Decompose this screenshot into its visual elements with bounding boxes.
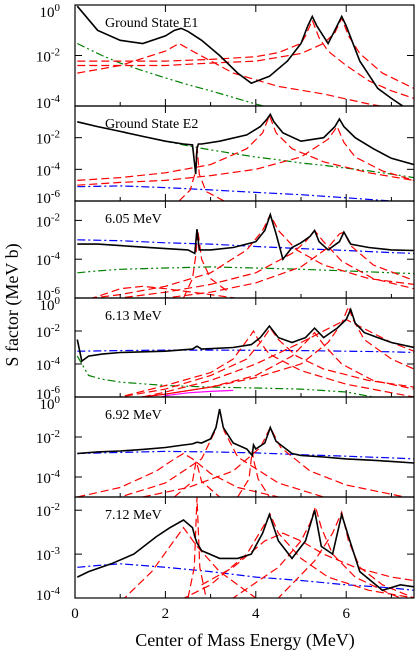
series-line-components <box>77 42 385 106</box>
series-line-components <box>113 327 414 397</box>
series-line-components <box>178 145 228 201</box>
series-line-components <box>90 285 239 298</box>
y-tick-label: 10-2 <box>36 428 60 447</box>
series-line-components <box>77 125 414 186</box>
series-line-direct <box>77 349 414 354</box>
series-line-nonresonant <box>77 266 414 275</box>
panel-label: 6.05 MeV <box>105 212 162 227</box>
panel: 10-2 10-4 10-6 Ground State E2 <box>36 105 415 207</box>
series-line-components <box>183 513 414 598</box>
series-line-total <box>77 408 414 464</box>
panel: 10-210-410-66.05 MeV <box>36 200 415 304</box>
panel: 10-2 10-3 10-4 7.12 MeV <box>36 496 415 604</box>
y-tick-label: 100 <box>40 2 61 21</box>
series-line-components <box>77 452 283 497</box>
panel-label: Ground State E2 <box>105 117 198 132</box>
y-tick-label: 10-2 <box>36 322 60 341</box>
series-line-components <box>123 526 258 598</box>
y-tick-label: 10-6 <box>36 188 61 207</box>
y-tick-label: 10-4 <box>36 160 61 179</box>
panel-label: 6.92 MeV <box>105 408 162 423</box>
series-line-components <box>77 18 414 99</box>
y-tick-label: 10-2 <box>36 501 60 520</box>
series-line-total <box>76 509 414 592</box>
series-line-components <box>115 229 414 298</box>
panel-label: 7.12 MeV <box>105 508 162 523</box>
series-line-components <box>142 318 414 397</box>
panel: 100 10-2 10-4 6.92 MeV <box>36 394 415 498</box>
y-tick-label: 10-4 <box>36 468 61 487</box>
series-line-components <box>136 331 414 397</box>
series-line-direct <box>77 450 414 460</box>
series-line-components <box>201 532 414 586</box>
series-line-components <box>77 113 414 181</box>
series-line-components <box>231 504 404 598</box>
series-line-components <box>115 329 414 397</box>
series-line-direct <box>77 563 414 591</box>
series-line-components <box>174 461 220 497</box>
y-tick-label: 10-4 <box>36 355 61 374</box>
y-tick-label: 10-2 <box>36 129 60 148</box>
series-line-components <box>187 497 207 598</box>
y-tick-label: 10-2 <box>36 47 60 66</box>
series-group <box>77 211 414 298</box>
series-line-components <box>182 230 230 298</box>
series-line-components <box>87 213 414 298</box>
series-line-direct <box>77 185 401 201</box>
series-line-total <box>77 211 414 261</box>
panel: 100 10-2 10-4 Ground State E1 <box>36 2 415 112</box>
panel-frame <box>74 496 415 599</box>
y-tick-label: 10-3 <box>36 545 61 564</box>
series-line-total <box>76 5 405 106</box>
series-line-components <box>159 231 414 298</box>
series-line-components <box>277 510 414 598</box>
panel-label: Ground State E1 <box>105 16 198 31</box>
series-group <box>77 408 414 497</box>
panel-label: 6.13 MeV <box>105 309 162 324</box>
panels: 100 10-2 10-4 Ground State E1 10-2 10-4 10-6 Gr… <box>36 2 415 622</box>
x-tick-label: 2 <box>162 606 170 622</box>
x-tick-label: 4 <box>252 606 260 622</box>
series-line-total <box>76 307 414 363</box>
y-tick-label: 10-4 <box>36 585 61 604</box>
y-axis-title: S factor (MeV b) <box>2 243 23 366</box>
y-tick-label: 100 <box>40 394 61 413</box>
series-group <box>76 497 414 598</box>
x-tick-label: 6 <box>342 606 350 622</box>
y-tick-label: 10-2 <box>36 211 60 230</box>
series-group <box>76 304 414 397</box>
series-group <box>76 5 414 106</box>
series-line-components <box>77 16 414 89</box>
series-line-extra <box>160 389 234 397</box>
series-line-components <box>142 426 408 497</box>
series-line-components <box>237 450 270 497</box>
series-group <box>77 112 414 201</box>
y-tick-label: 10-4 <box>36 93 61 112</box>
series-line-components <box>142 304 414 397</box>
x-axis-title: Center of Mass Energy (MeV) <box>135 630 355 651</box>
series-line-nonresonant <box>76 355 374 397</box>
x-tick-label: 0 <box>71 606 79 622</box>
y-tick-label: 10-4 <box>36 250 61 269</box>
series-line-components <box>115 410 329 497</box>
series-line-direct <box>77 239 414 254</box>
series-line-total <box>77 112 414 175</box>
y-tick-label: 100 <box>40 295 61 314</box>
